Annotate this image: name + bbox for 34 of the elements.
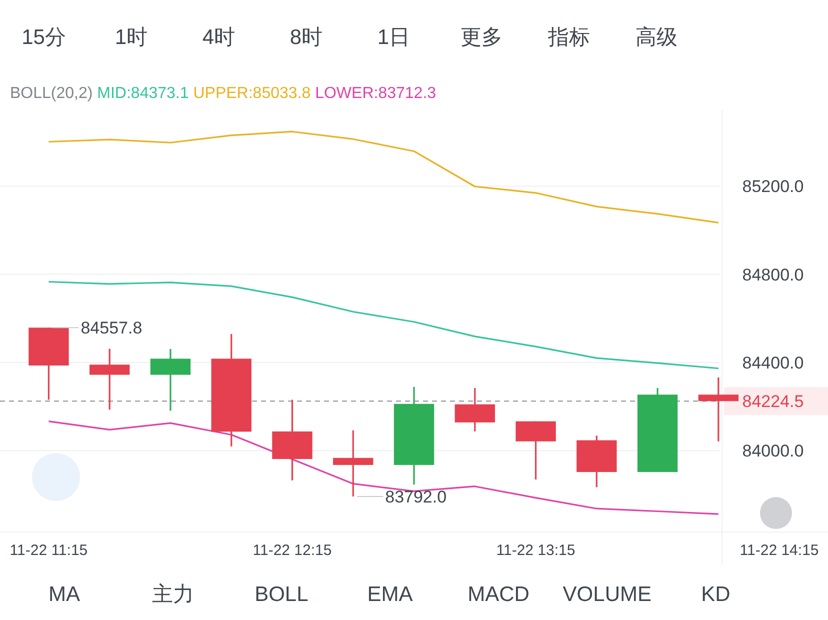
text: 指标 <box>546 26 590 49</box>
line-series <box>48 420 720 515</box>
text: 主力 <box>152 583 194 606</box>
y-tick-label: 84000.0 <box>742 442 804 461</box>
x-tick-label: 11-22 13:15 <box>496 542 576 559</box>
text: KD <box>701 583 730 606</box>
x-tick-label: 11-22 12:15 <box>252 542 332 559</box>
text: MA <box>48 583 80 606</box>
text: LOWER:83712.3 <box>315 85 436 102</box>
text: 高级 <box>635 26 678 49</box>
annotation: 84557.8 <box>80 318 142 338</box>
series-label: UPPER:85033.8 <box>193 85 316 102</box>
x-tick-label: 11-22 11:15 <box>10 542 88 559</box>
legend-title: BOLL(20,2) <box>10 85 98 102</box>
text: MACD <box>468 583 530 606</box>
ref-line-label: 84224.5 <box>742 392 804 412</box>
text: VOLUME <box>562 583 652 606</box>
line-series <box>48 280 720 370</box>
y-tick-label: 84800.0 <box>742 265 804 284</box>
text: 8时 <box>290 26 323 49</box>
y-tick-label: 85200.0 <box>742 177 804 196</box>
text: 1时 <box>114 26 148 49</box>
text: BOLL <box>254 583 308 606</box>
y-tick-label: 84400.0 <box>742 353 804 372</box>
text: EMA <box>367 583 413 606</box>
text: MID:84373.1 <box>97 85 194 102</box>
x-tick-label: 11-22 14:15 <box>740 542 819 559</box>
annotation: 83792.0 <box>385 487 447 506</box>
text: 4时 <box>202 26 236 49</box>
candlestick <box>698 376 739 442</box>
text: 1日 <box>377 26 410 49</box>
line-series <box>48 130 720 224</box>
text: 更多 <box>460 26 502 49</box>
text: 15分 <box>22 26 66 49</box>
